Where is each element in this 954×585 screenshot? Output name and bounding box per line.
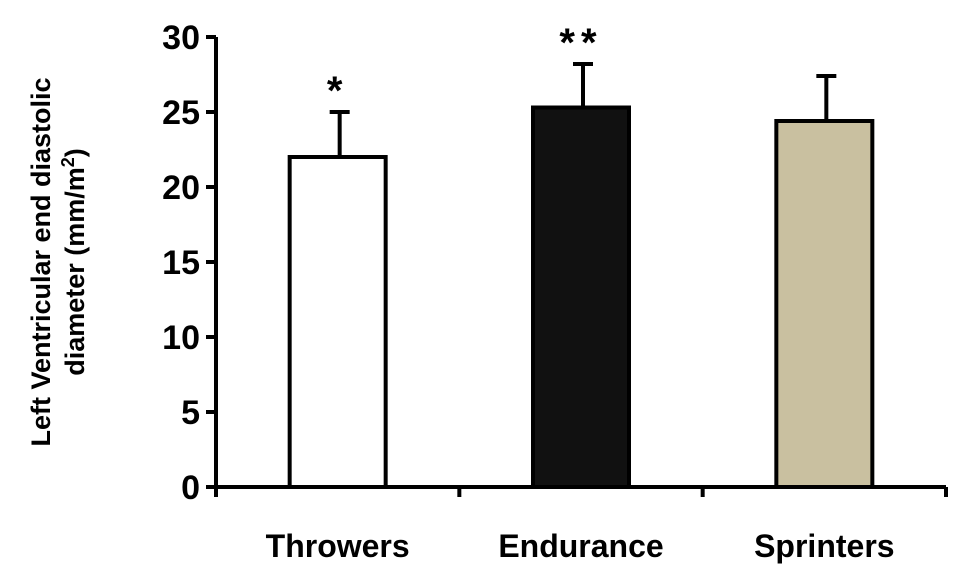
bar-endurance [531,105,631,489]
y-tick-label: 5 [181,394,200,432]
bar-throwers [287,155,388,489]
y-axis-label-line1: Left Ventricular end diastolic [26,77,56,446]
bar-sprinters [774,119,875,489]
y-tick-label: 15 [162,244,200,282]
y-tick-label: 30 [162,19,200,57]
x-tick-label: Sprinters [754,528,894,564]
y-tick-label: 20 [162,169,200,207]
x-tick-label: Throwers [266,528,410,564]
y-tick-label: 25 [162,94,200,132]
bars: Throwers * Endurance ** Sprinters [266,21,895,564]
significance-marker: ** [559,21,602,65]
y-axis-label-line2: diameter (mm/m2) [58,148,90,376]
y-tick-label: 10 [162,319,200,357]
y-axis-label: Left Ventricular end diastolic diameter … [26,77,90,446]
significance-marker: * [327,69,349,113]
y-tick-label: 0 [181,469,200,507]
x-tick-label: Endurance [498,528,663,564]
